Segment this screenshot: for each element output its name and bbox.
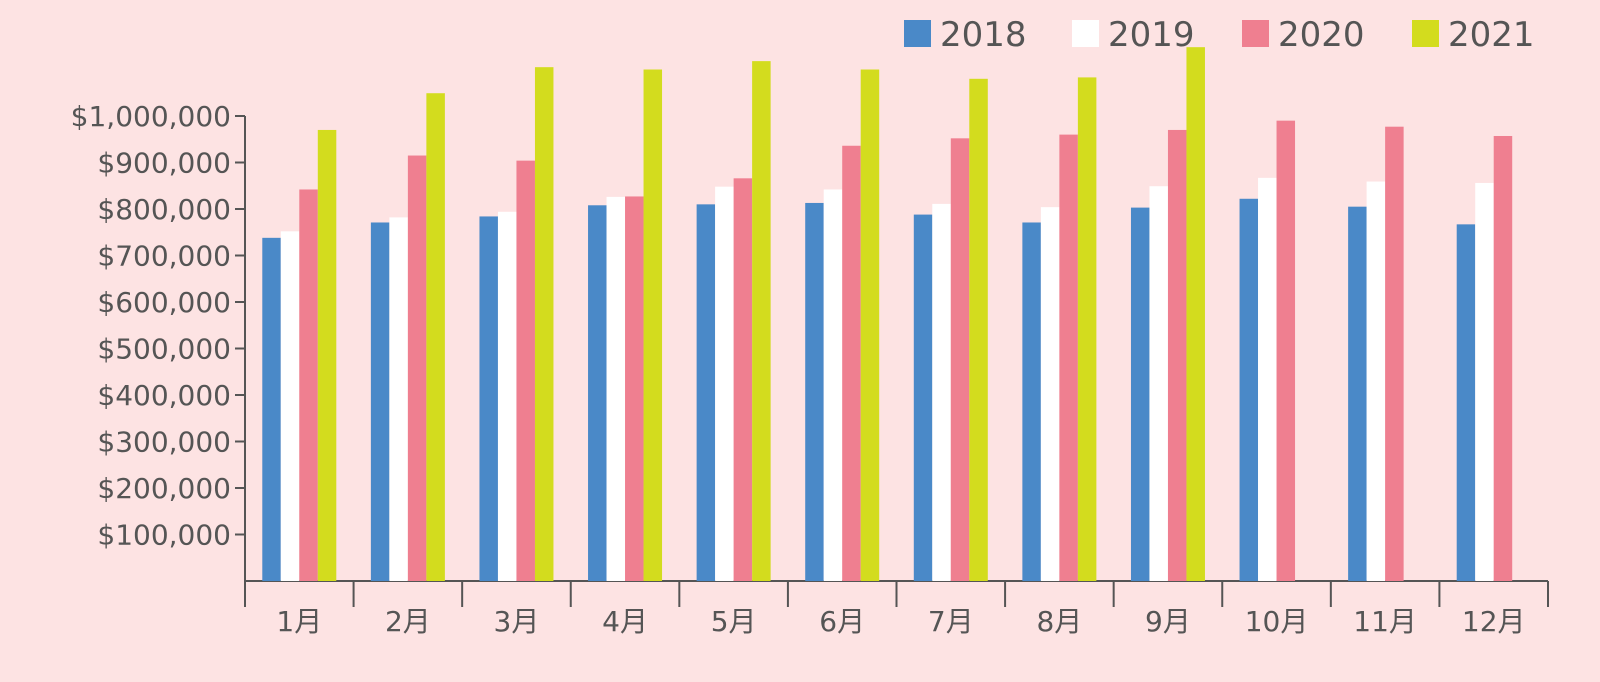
bar-2018 <box>805 202 824 581</box>
y-tick-label: $400,000 <box>97 379 231 412</box>
bar-2019 <box>1366 181 1386 581</box>
bar-2018 <box>588 205 607 581</box>
bar-2018 <box>696 204 716 581</box>
y-tick-label: $500,000 <box>97 333 231 366</box>
bar-2018 <box>1348 206 1367 582</box>
bar-2019 <box>932 203 951 581</box>
x-tick-label: 10月 <box>1245 605 1309 638</box>
bar-2018 <box>262 237 281 581</box>
bar-2021 <box>752 61 771 581</box>
legend: 2018 2019 2020 2021 <box>904 15 1535 55</box>
bar-2019 <box>389 217 408 581</box>
legend-label-2019: 2019 <box>1108 15 1195 55</box>
bar-2018 <box>1456 224 1476 581</box>
legend-swatch-2020 <box>1242 20 1269 47</box>
bar-2019 <box>606 196 626 581</box>
y-tick-label: $100,000 <box>97 519 231 552</box>
x-tick-label: 7月 <box>928 605 974 638</box>
bar-2020 <box>1059 134 1078 581</box>
bar-2020 <box>516 160 535 581</box>
bars <box>262 47 1513 582</box>
y-axis: $100,000 $200,000 $300,000 $400,000 $500,000… <box>71 100 246 581</box>
bar-2020 <box>1167 129 1187 581</box>
legend-swatch-2018 <box>904 20 931 47</box>
x-tick-label: 9月 <box>1145 605 1191 638</box>
bar-2020 <box>1276 120 1296 582</box>
legend-label-2018: 2018 <box>940 15 1027 55</box>
bar-2019 <box>715 186 734 581</box>
y-tick-label: $1,000,000 <box>71 100 231 133</box>
y-tick-label: $700,000 <box>97 240 231 273</box>
bar-2018 <box>1130 207 1150 582</box>
bar-2018 <box>370 222 390 582</box>
bar-2020 <box>1385 126 1404 581</box>
bar-2021 <box>860 69 880 581</box>
x-tick-label: 5月 <box>711 605 757 638</box>
y-tick-label: $300,000 <box>97 426 231 459</box>
x-tick-label: 2月 <box>385 605 431 638</box>
bar-2019 <box>823 189 843 581</box>
bar-2021 <box>1077 77 1097 581</box>
y-tick-label: $200,000 <box>97 472 231 505</box>
x-axis: 1月 2月 3月 4月 5月 6月 7月 8月 9月 10月 11月 12月 <box>244 580 1549 638</box>
bar-2021 <box>1186 47 1205 582</box>
legend-swatch-2021 <box>1412 20 1439 47</box>
y-tick-label: $900,000 <box>97 147 231 180</box>
x-tick-label: 1月 <box>276 605 322 638</box>
bar-2021 <box>426 93 445 581</box>
bar-2019 <box>1475 182 1494 581</box>
bar-2020 <box>1493 135 1513 581</box>
x-tick-label: 3月 <box>494 605 540 638</box>
bar-2020 <box>625 196 644 581</box>
bar-2019 <box>497 211 517 582</box>
bar-2020 <box>407 155 427 581</box>
bar-2020 <box>299 189 318 581</box>
legend-swatch-2019 <box>1072 20 1099 47</box>
bar-2021 <box>317 129 337 581</box>
bar-2018 <box>1022 222 1041 582</box>
legend-label-2021: 2021 <box>1448 15 1535 55</box>
bar-2019 <box>280 231 300 581</box>
bar-2019 <box>1149 186 1168 581</box>
y-tick-label: $800,000 <box>97 193 231 226</box>
bar-2018 <box>913 214 933 581</box>
bar-2018 <box>1239 198 1259 581</box>
bar-2021 <box>643 69 663 581</box>
bar-2021 <box>969 78 988 582</box>
x-tick-label: 8月 <box>1036 605 1082 638</box>
bar-2020 <box>950 138 970 581</box>
x-tick-label: 11月 <box>1353 605 1417 638</box>
bar-2020 <box>842 145 861 581</box>
bar-2020 <box>733 178 753 581</box>
x-tick-label: 12月 <box>1462 605 1526 638</box>
bar-2018 <box>479 216 498 581</box>
y-tick-label: $600,000 <box>97 286 231 319</box>
legend-label-2020: 2020 <box>1278 15 1365 55</box>
bar-2019 <box>1258 177 1277 581</box>
x-tick-label: 6月 <box>819 605 865 638</box>
bar-2019 <box>1040 207 1060 581</box>
bar-2021 <box>534 67 554 582</box>
x-tick-label: 4月 <box>602 605 648 638</box>
